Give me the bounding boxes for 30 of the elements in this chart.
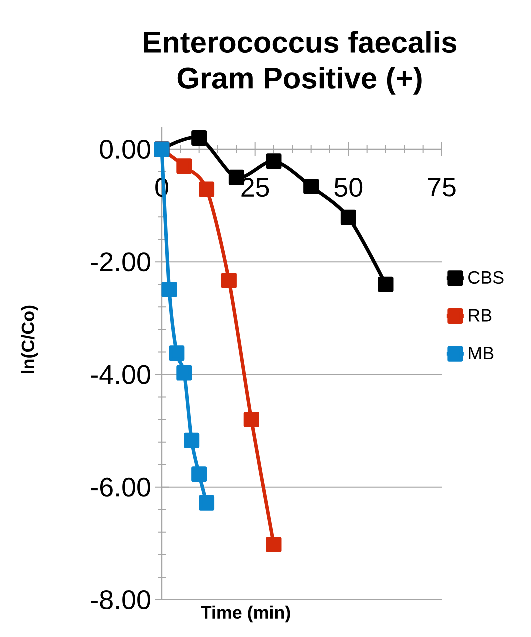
point (162, 282, 178, 298)
x-tick-label: 25 (242, 178, 270, 198)
point (176, 158, 192, 174)
point (176, 365, 192, 381)
point (199, 182, 215, 198)
point (244, 412, 260, 428)
y-tick-label: -4.00 (91, 365, 150, 384)
legend-label: RB (469, 309, 492, 322)
point (184, 432, 200, 448)
point (221, 272, 237, 288)
point (192, 466, 208, 482)
point (266, 154, 282, 170)
y-tick-label: -6.00 (91, 478, 150, 497)
x-tick-label: 50 (334, 178, 363, 198)
y-tick-label: -8.00 (91, 590, 150, 610)
point (169, 346, 185, 362)
point (199, 495, 215, 511)
x-axis-title: Time (min) (201, 606, 290, 623)
x-tick-label: 75 (428, 178, 456, 197)
point (340, 210, 356, 226)
y-tick-label: 0.00 (100, 140, 150, 160)
legend-label: MB (469, 347, 494, 360)
chart-title: Enterococcus faecalis Gram Positive (+) (144, 31, 457, 95)
point (304, 178, 320, 194)
point (266, 537, 282, 553)
point (378, 276, 394, 292)
y-axis-title: ln(C/Co) (21, 306, 38, 374)
y-tick-label: -2.00 (91, 252, 150, 272)
point (192, 130, 208, 146)
legend-label: CBS (468, 271, 504, 284)
